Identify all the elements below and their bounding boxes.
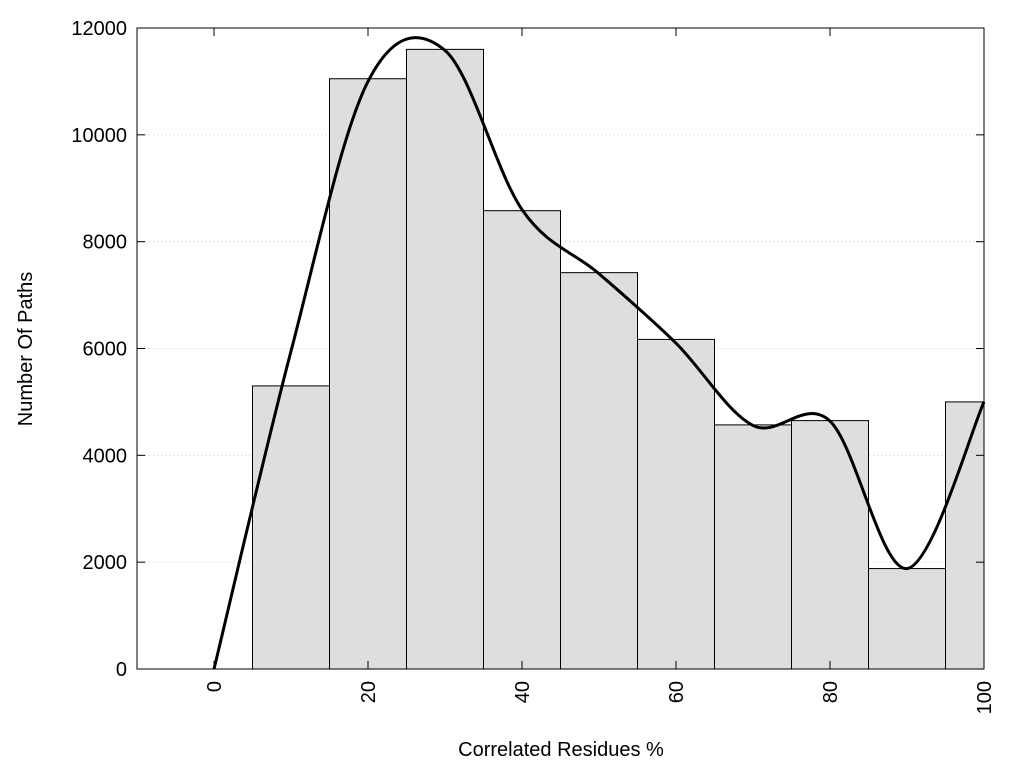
y-tick-label: 0 xyxy=(116,659,127,681)
x-tick-label: 100 xyxy=(974,681,996,714)
curve xyxy=(212,36,986,670)
bar xyxy=(329,78,407,670)
y-tick-label: 10000 xyxy=(71,125,127,147)
y-axis-label: Number Of Paths xyxy=(15,272,37,427)
bar xyxy=(560,272,638,670)
y-tick-label: 4000 xyxy=(83,445,128,467)
x-tick-label: 80 xyxy=(820,681,842,703)
x-tick-label: 40 xyxy=(512,681,534,703)
bar xyxy=(252,385,330,670)
y-tick-label: 6000 xyxy=(83,339,128,361)
bar xyxy=(483,210,561,670)
bar xyxy=(945,401,985,670)
x-tick-label: 0 xyxy=(204,681,226,692)
bar xyxy=(637,338,715,670)
x-axis-label: Correlated Residues % xyxy=(458,739,664,761)
x-tick-label: 60 xyxy=(666,681,688,703)
bar xyxy=(868,568,946,670)
y-tick-label: 12000 xyxy=(71,18,127,40)
y-tick-label: 8000 xyxy=(83,232,128,254)
bar xyxy=(791,420,869,670)
x-tick-label: 20 xyxy=(358,681,380,703)
bar xyxy=(406,48,484,670)
y-tick-label: 2000 xyxy=(83,552,128,574)
bar xyxy=(714,424,792,670)
